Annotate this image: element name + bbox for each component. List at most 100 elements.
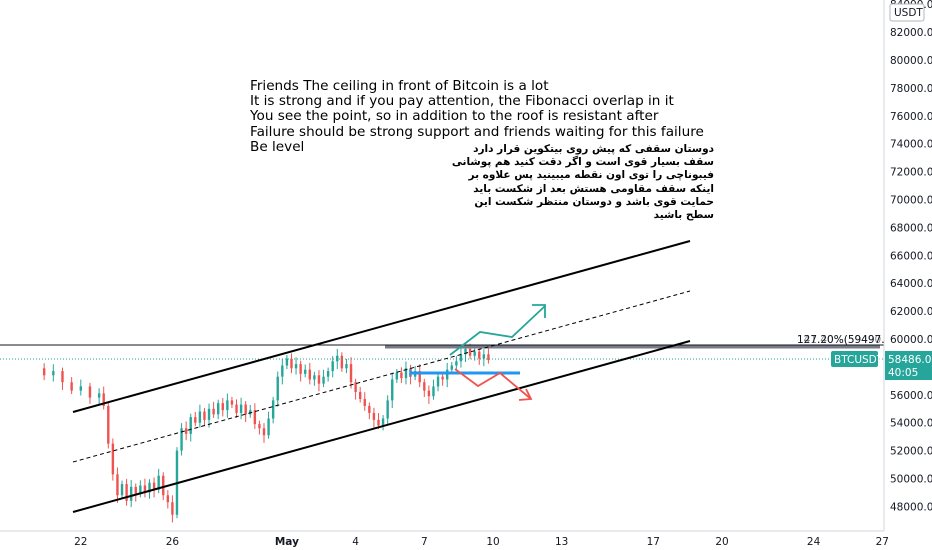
candle-body [441,376,444,380]
up-arrow-icon [449,305,546,356]
candle-body [267,418,270,436]
price-tick-label: 62000.00 [890,306,932,318]
persian-annotation: دوستان سقفی که پیش روی بیتکوین قرار دارد… [451,143,714,222]
candle-body [52,371,55,376]
candle-body [395,372,399,380]
candle-body [139,485,142,494]
candle-body [464,348,467,355]
price-tick-label: 54000.00 [890,418,932,430]
candle-body [148,482,151,493]
candle-body [207,408,211,420]
date-tick-label: 4 [352,536,359,548]
candle-body [317,375,321,384]
candle-body [42,368,46,376]
price-tick-label: 72000.00 [890,167,932,179]
last-price-tag [885,351,932,380]
candle-body [134,486,137,494]
candle-body [271,400,275,419]
fib-level-label-overlap: 141.40%(59490.50) [797,334,902,346]
date-tick-label: 17 [647,536,660,548]
candle-body [221,403,224,411]
down-arrow-head-icon [518,388,533,401]
candle-body [400,372,403,379]
candle-body [358,392,362,399]
date-tick-label: 27 [876,536,889,548]
candle-body [171,502,174,515]
candle-body [304,369,307,374]
candle-body [180,428,183,451]
candle-body [143,485,147,493]
date-tick-label: 22 [74,536,87,548]
channel-upper-line [72,240,691,413]
candle-body [482,354,486,359]
candle-body [381,418,385,426]
candle-body [79,386,82,391]
candle-body [450,365,453,370]
candle-body [70,382,73,391]
candle-body [226,400,229,411]
price-axis-background [884,0,932,550]
candle-body [276,376,279,401]
candle-body [354,382,357,393]
candle-body [258,424,261,429]
candle-body [340,355,344,369]
candle-body [189,417,192,434]
candle-body [404,368,408,379]
candle-body [166,495,170,503]
candle-body [116,474,119,496]
time-axis[interactable]: 22 26 May 4 7 10 13 17 20 24 27 [0,530,889,548]
candle-body [120,484,124,496]
candle-body [391,379,394,401]
last-price-label: 58486.09 [888,354,932,366]
candle-body [372,412,376,420]
price-tick-label: 70000.00 [890,195,932,207]
candle-body [249,410,252,415]
candlestick-series [42,343,490,523]
candle-body [308,369,311,380]
candle-body [345,364,348,369]
candle-body [290,358,293,369]
price-tick-label: 74000.00 [890,139,932,151]
candle-body [97,393,101,398]
candle-body [198,411,202,423]
candle-body [88,386,92,398]
candle-body [212,408,215,415]
date-tick-label: 24 [807,536,821,548]
currency-badge [889,3,925,22]
candle-body [162,475,165,496]
candle-body [377,419,380,426]
candle-body [418,371,421,383]
symbol-tag-label: BTCUSDT [834,354,884,366]
candle-body [432,386,435,397]
price-tick-label: 80000.00 [890,55,932,67]
down-arrow-icon [454,368,532,400]
candle-body [235,404,238,413]
candle-body [299,364,302,374]
candle-body [468,348,472,356]
candle-body [102,393,105,406]
candle-body [61,371,64,383]
price-tick-label: 68000.00 [890,222,932,234]
candle-body [107,405,110,444]
candle-body [349,364,353,383]
countdown-label: 40:05 [888,367,918,379]
candle-body [285,358,289,366]
candle-body [313,375,316,380]
date-tick-label: 20 [715,536,728,548]
price-axis[interactable]: 48000.00 50000.00 52000.00 54000.00 56000.00… [831,0,932,550]
price-tick-label: 76000.00 [890,111,932,123]
candle-body [478,351,481,359]
price-tick-label: 50000.00 [890,474,932,486]
candle-body [336,355,339,362]
candle-body [281,365,284,377]
date-tick-label: 26 [166,536,180,548]
date-tick-label: 13 [555,536,568,548]
candle-body [157,475,160,490]
up-arrow-head-icon [532,304,546,318]
candle-body [459,354,463,362]
candle-body [455,361,458,366]
price-tick-label: 64000.00 [890,278,932,290]
price-tick-label: 52000.00 [890,446,932,458]
candle-body [487,354,490,361]
